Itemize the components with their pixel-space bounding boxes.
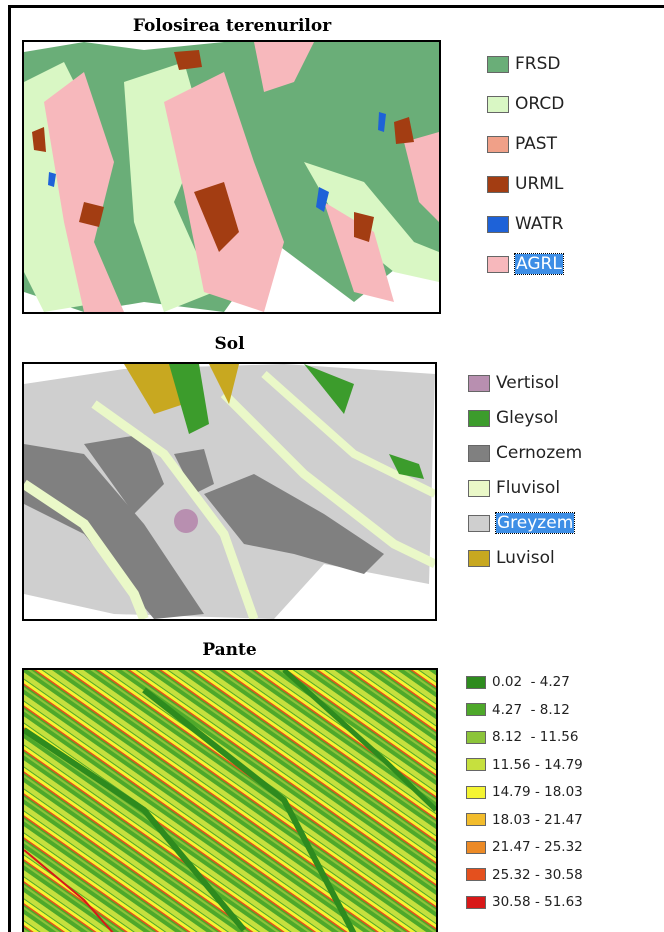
- land-use-map: [22, 40, 441, 314]
- legend-swatch: [466, 786, 486, 799]
- legend-swatch: [466, 841, 486, 854]
- legend-label: 25.32 - 30.58: [492, 867, 583, 883]
- legend-swatch: [487, 176, 509, 193]
- legend-label: WATR: [515, 214, 563, 234]
- legend-label: 30.58 - 51.63: [492, 894, 583, 910]
- legend-swatch: [487, 216, 509, 233]
- legend-item: Gleysol: [468, 408, 558, 428]
- legend-swatch: [466, 758, 486, 771]
- legend-item: 0.02 - 4.27: [466, 674, 570, 690]
- legend-item: 11.56 - 14.79: [466, 757, 583, 773]
- legend-label: Cernozem: [496, 443, 582, 463]
- frame-left: [8, 5, 11, 932]
- legend-item: PAST: [487, 134, 557, 154]
- panel-title: Sol: [22, 334, 437, 354]
- legend-item: 21.47 - 25.32: [466, 839, 583, 855]
- legend-label: 18.03 - 21.47: [492, 812, 583, 828]
- legend-item: 4.27 - 8.12: [466, 702, 570, 718]
- panel-title: Folosirea terenurilor: [22, 16, 442, 36]
- legend-swatch: [466, 676, 486, 689]
- legend-item: AGRL: [487, 254, 563, 274]
- soil-drawing: [24, 364, 435, 619]
- slope-drawing: [24, 670, 436, 932]
- legend-swatch: [466, 731, 486, 744]
- legend-item: 18.03 - 21.47: [466, 812, 583, 828]
- legend-item: 8.12 - 11.56: [466, 729, 578, 745]
- legend-swatch: [468, 515, 490, 532]
- legend-label: URML: [515, 174, 563, 194]
- legend-swatch: [468, 410, 490, 427]
- legend-swatch: [487, 136, 509, 153]
- legend-label: 8.12 - 11.56: [492, 729, 578, 745]
- legend-item: Cernozem: [468, 443, 582, 463]
- legend-item: ORCD: [487, 94, 564, 114]
- legend-item: Vertisol: [468, 373, 559, 393]
- legend-swatch: [466, 896, 486, 909]
- legend-item: Fluvisol: [468, 478, 560, 498]
- legend-item: 14.79 - 18.03: [466, 784, 583, 800]
- legend-label: Vertisol: [496, 373, 559, 393]
- legend-swatch: [468, 375, 490, 392]
- legend-swatch: [487, 256, 509, 273]
- legend-label: Luvisol: [496, 548, 555, 568]
- slope-map: [22, 668, 438, 932]
- legend-swatch: [468, 480, 490, 497]
- legend-label: ORCD: [515, 94, 564, 114]
- legend-label: 0.02 - 4.27: [492, 674, 570, 690]
- legend-item: FRSD: [487, 54, 560, 74]
- legend-swatch: [487, 56, 509, 73]
- legend-swatch: [468, 445, 490, 462]
- legend-label: 21.47 - 25.32: [492, 839, 583, 855]
- figure: Folosirea terenurilor FRSD ORCD PAST URML WA…: [0, 0, 664, 932]
- legend-label: 11.56 - 14.79: [492, 757, 583, 773]
- legend-label: 14.79 - 18.03: [492, 784, 583, 800]
- legend-item: URML: [487, 174, 563, 194]
- soil-map: [22, 362, 437, 621]
- legend-item: 30.58 - 51.63: [466, 894, 583, 910]
- land-use-drawing: [24, 42, 439, 312]
- legend-swatch: [466, 868, 486, 881]
- frame-top: [8, 5, 664, 8]
- legend-label: Fluvisol: [496, 478, 560, 498]
- legend-label: Greyzem: [496, 513, 574, 533]
- legend-swatch: [468, 550, 490, 567]
- legend-swatch: [466, 813, 486, 826]
- legend-item: WATR: [487, 214, 563, 234]
- legend-item: Greyzem: [468, 513, 574, 533]
- legend-label: 4.27 - 8.12: [492, 702, 570, 718]
- legend-label: Gleysol: [496, 408, 558, 428]
- legend-swatch: [466, 703, 486, 716]
- legend-label: AGRL: [515, 254, 563, 274]
- legend-item: Luvisol: [468, 548, 555, 568]
- legend-label: FRSD: [515, 54, 560, 74]
- legend-item: 25.32 - 30.58: [466, 867, 583, 883]
- panel-title: Pante: [22, 640, 437, 660]
- legend-swatch: [487, 96, 509, 113]
- legend-label: PAST: [515, 134, 557, 154]
